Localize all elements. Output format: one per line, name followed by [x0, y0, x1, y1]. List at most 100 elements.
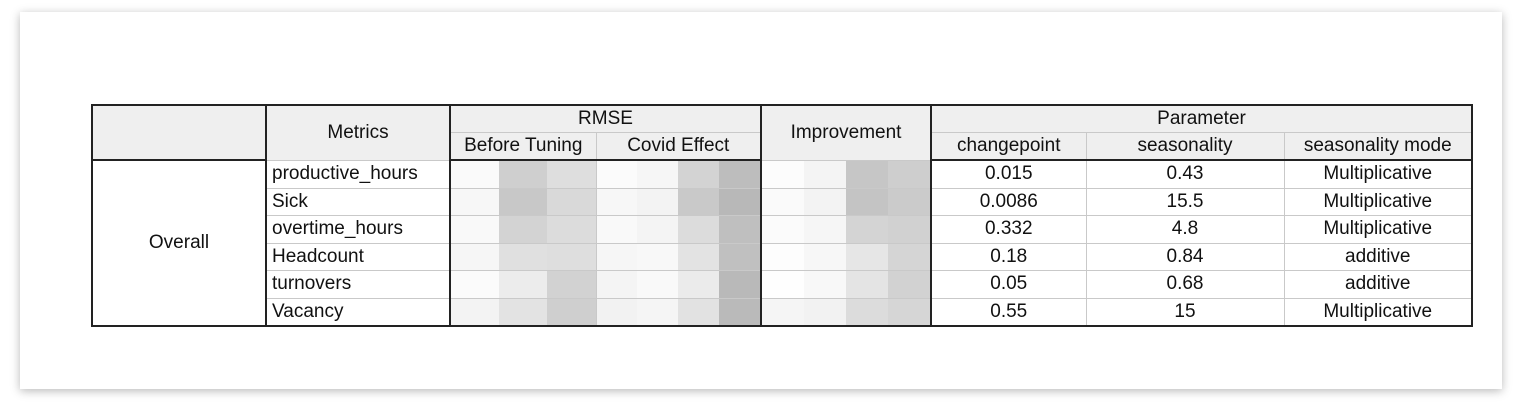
redaction-block	[547, 161, 595, 187]
redaction-block	[762, 161, 804, 187]
redaction-block	[888, 161, 930, 187]
redaction-block	[637, 271, 679, 298]
seasonality-mode-cell: Multiplicative	[1283, 159, 1473, 189]
parameter-header: Parameter	[930, 104, 1473, 133]
redacted-value	[762, 299, 930, 324]
redaction-block	[547, 271, 595, 298]
redaction-block	[452, 271, 500, 298]
metric-name-cell: Sick	[265, 187, 451, 216]
table-row: Headcount 0.18 0.84 additive	[92, 242, 1473, 271]
improvement-cell	[760, 187, 932, 216]
redaction-block	[888, 271, 930, 298]
redacted-value	[762, 188, 930, 215]
seasonality-cell: 0.68	[1085, 270, 1285, 299]
corner-header-cell	[91, 104, 267, 161]
redaction-block	[452, 216, 500, 243]
covid-effect-header: Covid Effect	[595, 132, 762, 161]
table-row: Sick 0.0086 15.5 Multiplicative	[92, 187, 1473, 216]
redaction-block	[719, 216, 759, 243]
redaction-block	[804, 161, 846, 187]
redaction-block	[804, 188, 846, 215]
changepoint-cell: 0.55	[930, 297, 1087, 327]
metric-name-cell: overtime_hours	[265, 215, 451, 244]
table-row: overtime_hours 0.332 4.8 Multiplicative	[92, 215, 1473, 244]
before-tuning-cell	[449, 215, 597, 244]
redaction-block	[597, 243, 638, 270]
results-table: Metrics RMSE Improvement Parameter Befor…	[91, 104, 1473, 327]
redaction-block	[888, 299, 930, 324]
seasonality-mode-cell: Multiplicative	[1283, 215, 1473, 244]
redaction-block	[678, 243, 720, 270]
redaction-block	[597, 271, 638, 298]
redaction-block	[719, 243, 759, 270]
improvement-cell	[760, 242, 932, 271]
seasonality-cell: 15.5	[1085, 187, 1285, 216]
redaction-block	[499, 161, 548, 187]
redaction-block	[762, 271, 804, 298]
before-tuning-cell	[449, 242, 597, 271]
redaction-block	[678, 216, 720, 243]
seasonality-cell: 0.84	[1085, 242, 1285, 271]
redacted-value	[762, 216, 930, 243]
changepoint-cell: 0.0086	[930, 187, 1087, 216]
seasonality-mode-cell: additive	[1283, 270, 1473, 299]
seasonality-mode-cell: Multiplicative	[1283, 187, 1473, 216]
redaction-block	[762, 216, 804, 243]
seasonality-mode-header: seasonality mode	[1283, 132, 1473, 161]
redaction-block	[452, 188, 500, 215]
table-row: Vacancy 0.55 15 Multiplicative	[92, 297, 1473, 327]
metric-name-cell: turnovers	[265, 270, 451, 299]
redaction-block	[452, 243, 500, 270]
redaction-block	[499, 216, 548, 243]
redacted-value	[597, 243, 759, 270]
redaction-block	[499, 299, 548, 324]
redaction-block	[804, 243, 846, 270]
redaction-block	[719, 161, 759, 187]
covid-effect-cell	[595, 159, 762, 189]
redaction-block	[888, 216, 930, 243]
redacted-value	[452, 188, 595, 215]
redacted-value	[597, 271, 759, 298]
redacted-value	[597, 161, 759, 187]
redacted-value	[452, 299, 595, 324]
document-sheet: Metrics RMSE Improvement Parameter Befor…	[20, 12, 1502, 389]
redacted-value	[452, 243, 595, 270]
improvement-cell	[760, 297, 932, 327]
covid-effect-cell	[595, 270, 762, 299]
table-row: turnovers 0.05 0.68 additive	[92, 270, 1473, 299]
redacted-value	[762, 271, 930, 298]
before-tuning-cell	[449, 159, 597, 189]
redaction-block	[846, 161, 888, 187]
redaction-block	[637, 188, 679, 215]
redaction-block	[678, 271, 720, 298]
redaction-block	[597, 161, 638, 187]
redacted-value	[452, 271, 595, 298]
seasonality-mode-cell: Multiplicative	[1283, 297, 1473, 327]
redacted-value	[597, 299, 759, 324]
table-body: Overall productive_hours 0.015 0.43 Multipli…	[91, 159, 1473, 327]
redaction-block	[719, 188, 759, 215]
redaction-block	[547, 243, 595, 270]
redaction-block	[678, 188, 720, 215]
redaction-block	[499, 188, 548, 215]
redaction-block	[888, 188, 930, 215]
redaction-block	[762, 299, 804, 324]
improvement-cell	[760, 270, 932, 299]
improvement-header: Improvement	[760, 104, 932, 161]
redacted-value	[597, 188, 759, 215]
redaction-block	[452, 299, 500, 324]
redaction-block	[804, 299, 846, 324]
before-tuning-cell	[449, 270, 597, 299]
redaction-block	[637, 243, 679, 270]
redaction-block	[846, 243, 888, 270]
seasonality-mode-cell: additive	[1283, 242, 1473, 271]
changepoint-header: changepoint	[930, 132, 1087, 161]
redaction-block	[719, 299, 759, 324]
redaction-block	[597, 188, 638, 215]
redacted-value	[762, 243, 930, 270]
changepoint-cell: 0.18	[930, 242, 1087, 271]
redaction-block	[678, 161, 720, 187]
improvement-cell	[760, 159, 932, 189]
redacted-value	[452, 216, 595, 243]
redaction-block	[637, 216, 679, 243]
